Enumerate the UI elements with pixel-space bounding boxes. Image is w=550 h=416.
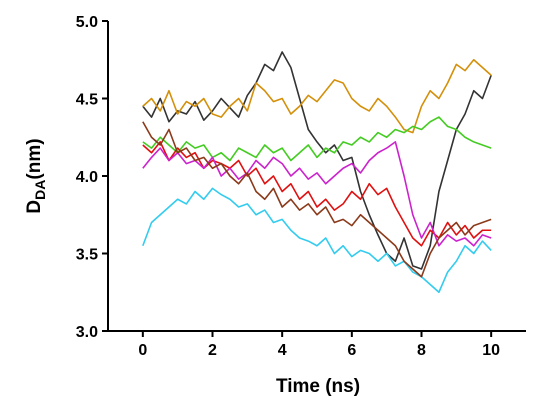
data-line — [142, 141, 492, 247]
data-line — [142, 121, 492, 278]
y-label-rest: (nm) — [24, 138, 45, 179]
y-tick-label: 5.0 — [76, 14, 98, 31]
data-line — [142, 141, 492, 247]
data-line — [142, 58, 492, 134]
y-label-sub: DA — [32, 180, 48, 200]
y-tick-label: 3.5 — [76, 247, 98, 264]
x-tick-label: 2 — [208, 342, 217, 359]
data-line — [142, 187, 492, 294]
y-tick-label: 4.0 — [76, 169, 98, 186]
x-axis-label: Time (ns) — [276, 376, 360, 397]
x-tick-label: 8 — [417, 342, 426, 359]
x-tick-label: 4 — [278, 342, 287, 359]
y-tick-label: 3.0 — [76, 324, 98, 341]
data-line — [142, 51, 492, 270]
data-line — [142, 116, 492, 162]
y-tick-label: 4.5 — [76, 92, 98, 109]
x-tick-label: 0 — [138, 342, 147, 359]
x-tick-label: 6 — [347, 342, 356, 359]
y-label-main: D — [24, 200, 45, 214]
x-tick-label: 10 — [482, 342, 500, 359]
y-axis-label: DDA(nm) — [24, 138, 48, 213]
